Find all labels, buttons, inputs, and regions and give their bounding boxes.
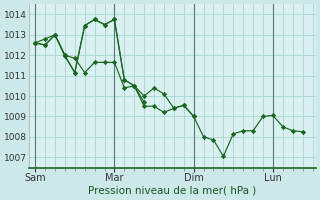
X-axis label: Pression niveau de la mer( hPa ): Pression niveau de la mer( hPa )	[88, 186, 256, 196]
